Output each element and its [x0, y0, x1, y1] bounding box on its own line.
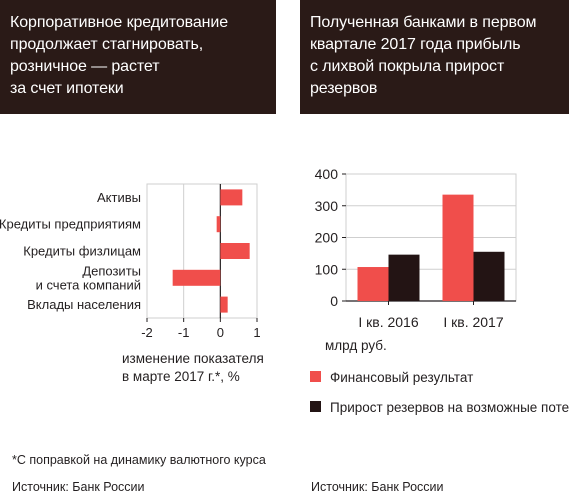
source-left: Источник: Банк России [12, 480, 145, 494]
left-category-label: Вклады населения [27, 297, 141, 312]
right-bar-chart: 0 100 200 300 400 I кв. 2016 I кв. 2017 млрд ру… [310, 166, 569, 415]
left-bar-chart: -2 -1 0 1 Активы Кредиты предприятиям Кредиты … [0, 183, 264, 384]
legend-label: Прирост резервов на возможные потери [330, 400, 569, 415]
left-category-label: Активы [97, 190, 141, 205]
right-y-tick-label: 400 [315, 166, 339, 182]
left-category-label: Кредиты предприятиям [0, 217, 141, 232]
right-y-tick-label: 0 [330, 293, 338, 309]
right-unit-label: млрд руб. [325, 338, 387, 353]
left-category-label: и счета компаний [36, 277, 141, 292]
left-x-tick-label: -1 [178, 325, 190, 340]
right-y-tick-label: 300 [315, 198, 339, 214]
right-bar [473, 251, 505, 301]
left-bar [216, 216, 221, 233]
legend-swatch [310, 371, 321, 382]
right-title-line: Полученная банками в первом [310, 14, 537, 31]
right-title-line: с лихвой покрыла прирост [310, 58, 505, 75]
legend-swatch [310, 401, 321, 412]
left-x-axis-label: изменение показателя [122, 351, 264, 366]
left-x-tick-label: 0 [217, 325, 224, 340]
left-bar [220, 189, 243, 206]
left-title-line: Корпоративное кредитование [10, 14, 229, 31]
left-chart-title: Корпоративное кредитование продолжает ст… [0, 0, 276, 114]
left-bar [220, 243, 250, 259]
source-right: Источник: Банк России [311, 480, 444, 494]
left-title-line: за счет ипотеки [10, 80, 124, 97]
right-bar [442, 194, 474, 301]
right-title-line: резервов [310, 80, 378, 97]
legend-label: Финансовый результат [330, 370, 473, 385]
right-bar [388, 254, 420, 301]
left-category-label: Кредиты физлицам [23, 244, 141, 259]
right-title-line: квартале 2017 года прибыль [310, 36, 521, 53]
right-x-tick-label: I кв. 2017 [443, 314, 503, 330]
right-chart-title: Полученная банками в первом квартале 201… [300, 0, 569, 114]
left-title-line: продолжает стагнировать, [10, 36, 204, 53]
left-plot-frame [146, 183, 258, 319]
left-category-label: Депозиты [82, 263, 141, 278]
right-y-tick-label: 100 [315, 261, 339, 277]
left-x-tick-label: 1 [253, 325, 260, 340]
right-y-tick-label: 200 [315, 230, 339, 246]
left-title-line: розничное — растет [10, 58, 160, 75]
left-bar [172, 269, 221, 286]
right-bar [357, 267, 389, 301]
right-x-tick-label: I кв. 2016 [358, 314, 418, 330]
left-bar [220, 296, 228, 313]
footnote-currency: *С поправкой на динамику валютного курса [12, 453, 266, 467]
left-x-axis-label: в марте 2017 г.*, % [122, 369, 240, 384]
left-x-tick-label: -2 [141, 325, 153, 340]
